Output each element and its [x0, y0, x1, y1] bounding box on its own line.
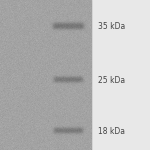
- Text: 35 kDa: 35 kDa: [98, 22, 126, 31]
- Text: 18 kDa: 18 kDa: [98, 127, 125, 136]
- Text: 25 kDa: 25 kDa: [98, 76, 125, 85]
